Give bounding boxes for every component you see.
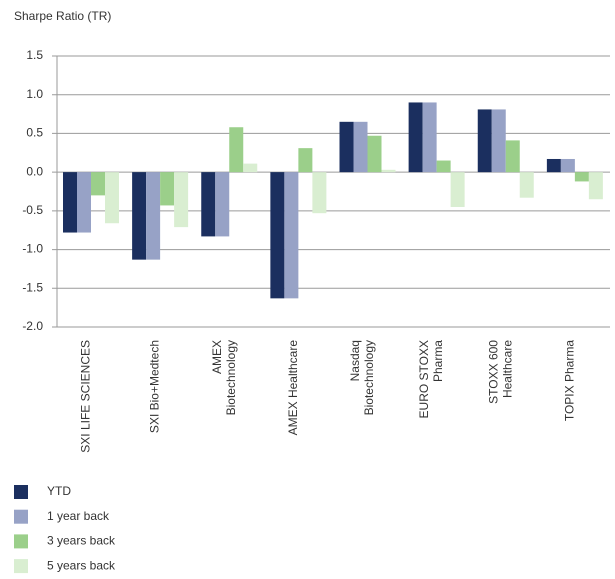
bar [284,172,299,299]
legend-swatch [14,559,28,574]
bar [588,172,603,200]
bar [450,172,465,207]
bar [105,172,119,224]
x-tick-label: SXI LIFE SCIENCES [79,340,93,453]
x-tick-label: SXI Bio+Medtech [148,340,162,433]
bar [201,172,216,237]
bar [491,109,506,173]
bar [381,169,396,173]
y-tick-label: -2.0 [22,319,43,333]
bar [91,172,105,196]
bar [215,172,230,237]
bar [339,121,354,173]
legend-label: 3 years back [47,534,116,548]
x-tick-label: AMEX Healthcare [286,340,300,436]
bar [546,158,561,173]
bar [77,172,91,233]
legend-swatch [14,509,28,524]
y-tick-label: -1.0 [22,242,43,256]
bar [160,172,175,206]
bar [312,172,327,214]
legend-label: 5 years back [47,558,116,572]
bar [63,172,77,233]
bar [477,109,492,173]
x-tick-label: EURO STOXXPharma [417,340,445,419]
legend-swatch [14,485,28,499]
bar [560,158,575,173]
y-tick-label: 1.5 [26,48,43,62]
x-tick-label: NasdaqBiotechnology [348,340,376,415]
legend-label: 1 year back [47,509,110,523]
y-tick-label: -1.5 [22,280,43,294]
y-tick-label: 0.5 [26,126,43,140]
bar [367,135,382,173]
bar [174,172,189,228]
bar [519,172,534,198]
legend-swatch [14,534,28,549]
bar [132,172,147,260]
x-tick-label: TOPIX Pharma [563,340,577,421]
x-tick-label: STOXX 600Healthcare [486,340,514,404]
y-tick-label: 0.0 [26,164,43,178]
bar [422,102,437,173]
bar [270,172,285,299]
bar [229,127,244,173]
chart-title: Sharpe Ratio (TR) [14,9,111,23]
bar [353,121,368,173]
bar [505,140,520,173]
y-tick-label: -0.5 [22,203,43,217]
bar [436,160,451,173]
bar [146,172,161,260]
legend-label: YTD [47,484,71,498]
bar [408,102,423,173]
bar [243,163,258,173]
y-tick-label: 1.0 [26,87,43,101]
x-tick-label: AMEXBiotechnology [210,340,238,415]
bar [574,172,589,182]
bar [298,148,313,173]
